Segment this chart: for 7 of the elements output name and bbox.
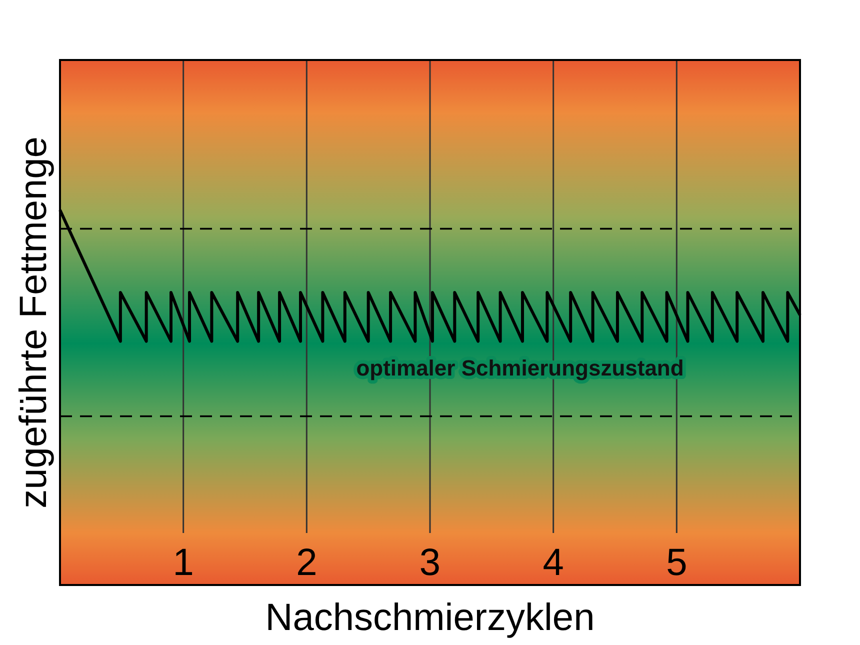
x-axis-title: Nachschmierzyklen xyxy=(265,597,595,639)
x-tick-label: 4 xyxy=(542,542,564,584)
x-tick-label: 2 xyxy=(296,542,318,584)
x-tick-label: 3 xyxy=(419,542,441,584)
y-axis-title: zugeführte Fettmenge xyxy=(13,136,55,508)
x-tick-label: 5 xyxy=(666,542,688,584)
x-tick-label: 1 xyxy=(172,542,194,584)
